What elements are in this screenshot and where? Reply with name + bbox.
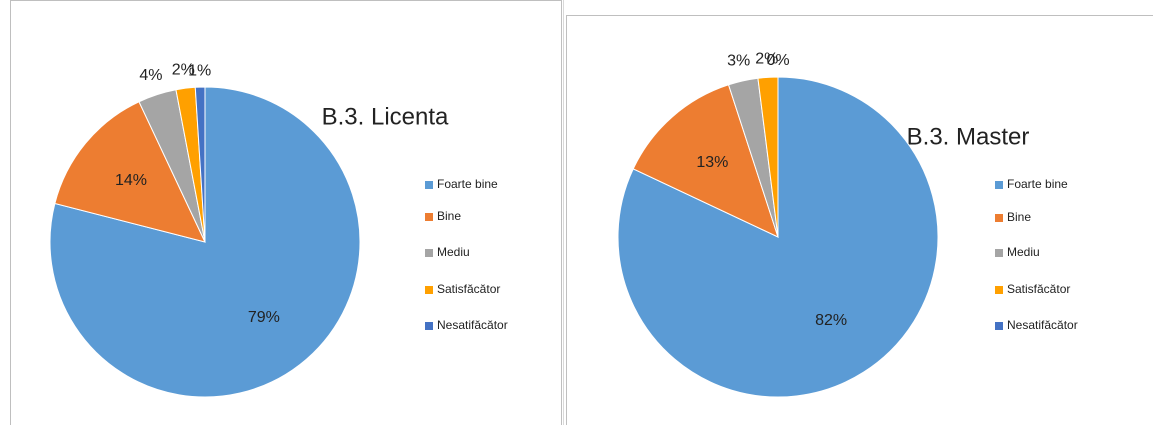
legend-swatch — [425, 322, 433, 330]
data-label: 2% — [755, 51, 778, 68]
legend-label: Mediu — [1007, 245, 1040, 259]
legend-swatch — [425, 181, 433, 189]
data-label: 3% — [727, 53, 750, 70]
pie-slice — [49, 86, 361, 398]
data-label: 14% — [115, 172, 147, 189]
data-label: 2% — [172, 62, 195, 79]
legend-label: Nesatifăcător — [437, 318, 508, 332]
pie-slice — [54, 101, 206, 243]
legend-label: Bine — [437, 209, 461, 223]
pie-slice — [632, 84, 779, 238]
data-label: 0% — [766, 52, 789, 69]
data-label: 1% — [188, 62, 211, 79]
legend-label: Satisfăcător — [437, 282, 500, 296]
legend-swatch — [995, 214, 1003, 222]
pie-slice — [194, 86, 206, 243]
chart-title: B.3. Master — [907, 123, 1030, 150]
legend-label: Bine — [1007, 210, 1031, 224]
chart-frame — [10, 0, 562, 425]
legend-label: Nesatifăcător — [1007, 318, 1078, 332]
data-label: 79% — [248, 309, 280, 326]
legend-swatch — [425, 213, 433, 221]
legend-swatch — [425, 249, 433, 257]
legend-swatch — [995, 322, 1003, 330]
data-label: 4% — [139, 67, 162, 84]
legend-swatch — [995, 286, 1003, 294]
chart-frame — [566, 15, 1153, 425]
legend-swatch — [425, 286, 433, 294]
data-label: 82% — [815, 312, 847, 329]
legend-label: Foarte bine — [1007, 177, 1068, 191]
legend-label: Foarte bine — [437, 177, 498, 191]
legend-swatch — [995, 249, 1003, 257]
legend-label: Mediu — [437, 245, 470, 259]
legend-label: Satisfăcător — [1007, 282, 1070, 296]
chart-title: B.3. Licenta — [322, 103, 449, 130]
legend-swatch — [995, 181, 1003, 189]
data-label: 13% — [696, 154, 728, 171]
